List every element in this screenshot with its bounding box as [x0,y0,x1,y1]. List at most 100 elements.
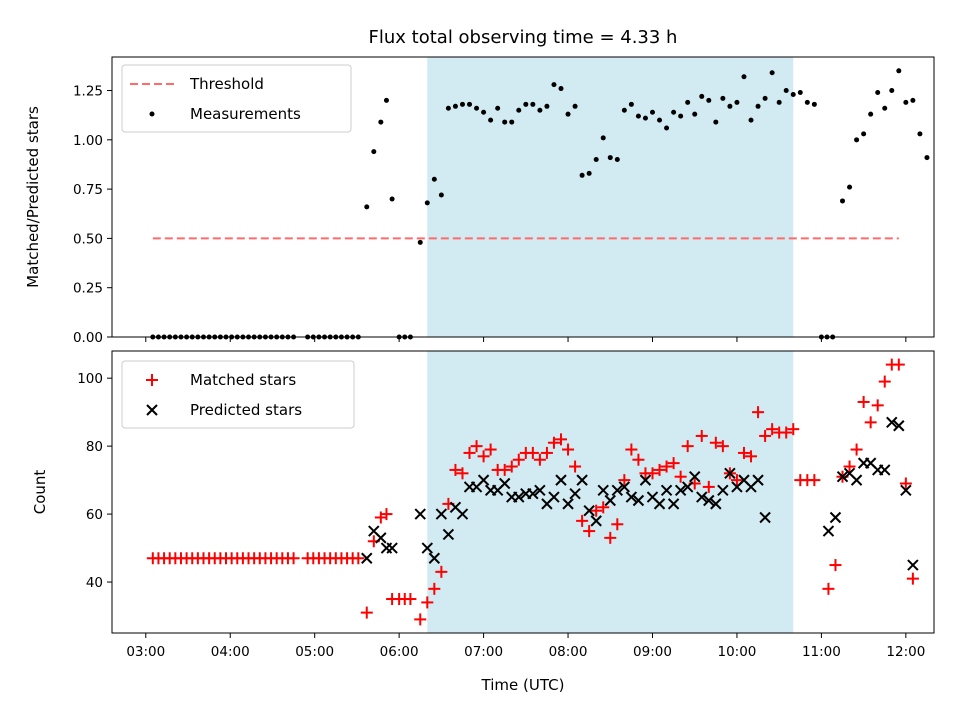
top-legend: Threshold Measurements [121,64,352,133]
data-point [445,105,451,111]
data-point-plus [745,450,758,463]
data-point [769,70,775,76]
data-point-plus [709,436,722,449]
x-tick-label: 07:00 [464,644,503,660]
x-tick-label: 06:00 [380,644,419,660]
data-point-plus [380,508,393,521]
data-point-cross [576,474,588,486]
data-point [364,204,370,210]
x-tick-label: 12:00 [886,644,925,660]
data-point-cross [569,487,581,500]
data-point-cross [674,484,687,497]
data-point [924,155,930,161]
data-point [572,103,578,109]
data-point-cross [590,515,602,527]
data-point-plus [484,443,497,456]
legend-predicted-swatch [146,404,158,416]
data-point-cross [752,474,764,486]
top-panel: 0.00 0.25 0.50 0.75 1.00 1.25 Matched/Predict… [24,56,935,346]
data-point-plus [505,460,518,473]
data-point-cross [583,504,595,517]
data-point [424,200,430,206]
figure-title: Flux total observing time = 4.33 h [369,27,678,48]
data-point-plus [360,606,373,619]
data-point [847,184,853,190]
bottom-plot-frame [111,350,935,634]
data-point [378,119,384,125]
data-point-plus [477,450,490,463]
data-point-plus [632,453,645,466]
data-point [438,192,444,198]
data-point [692,111,698,117]
data-point-plus [555,433,568,446]
x-tick-label: 05:00 [295,644,334,660]
data-point [727,103,733,109]
data-point-plus [737,446,750,459]
data-point-cross [513,491,525,503]
data-point-cross [498,477,511,490]
data-point-plus [808,474,821,487]
y-tick-label: 1.00 [73,133,103,149]
data-point-cross [562,498,574,510]
y-tick-label: 1.25 [73,84,103,100]
series-predicted-stars [361,416,919,571]
data-point-cross [681,481,694,493]
data-point [621,107,627,113]
data-point [558,86,564,92]
data-point-cross [597,484,609,497]
data-point-plus [674,470,687,483]
data-point-plus [667,457,680,470]
legend-predicted-label: Predicted stars [190,401,302,419]
data-point-plus [646,467,659,480]
data-point-cross [879,464,891,476]
data-point [713,119,719,125]
data-point-plus [780,426,793,439]
data-point-cross [361,552,373,564]
data-point-cross [639,474,652,486]
data-point [882,105,888,111]
data-point-plus [597,501,610,514]
data-point-plus [590,504,603,517]
data-point-cross [653,498,666,510]
bottom-y-ticks: 40 60 80 100 [77,371,112,591]
data-point-plus [463,446,476,459]
x-tick-label: 10:00 [717,644,756,660]
data-point-cross [836,471,849,483]
data-point [544,103,550,109]
data-point [804,99,810,105]
y-tick-label: 0.00 [73,330,103,346]
data-point-plus [906,572,919,585]
bottom-y-axis-label: Count [31,470,49,515]
data-point [389,196,395,202]
data-point-plus [766,423,779,436]
data-point-cross [689,471,701,483]
data-point-plus [540,446,553,459]
data-point [579,172,585,178]
data-point-plus [618,474,631,487]
data-point-plus [428,582,441,595]
data-point [896,68,902,74]
data-point [734,99,740,105]
data-point-plus [857,395,870,408]
data-point-plus [899,477,912,490]
data-point-plus [752,406,765,419]
data-point-cross [696,491,708,503]
data-point [452,103,458,109]
top-y-axis-label: Matched/Predicted stars [24,106,42,288]
data-point-cross [435,508,448,520]
data-point [614,157,620,163]
data-point [889,88,895,94]
data-point [649,109,655,115]
legend-threshold-label: Threshold [189,75,264,93]
data-point [523,101,529,107]
data-point-plus [695,429,708,442]
data-point-cross [375,532,387,544]
data-point-cross [421,542,433,554]
bottom-observing-window [427,351,794,633]
data-point-cross [555,474,567,486]
data-point [868,111,874,117]
data-point [854,137,860,143]
data-point [635,113,641,119]
data-point-cross [386,542,398,554]
data-point [417,239,423,245]
